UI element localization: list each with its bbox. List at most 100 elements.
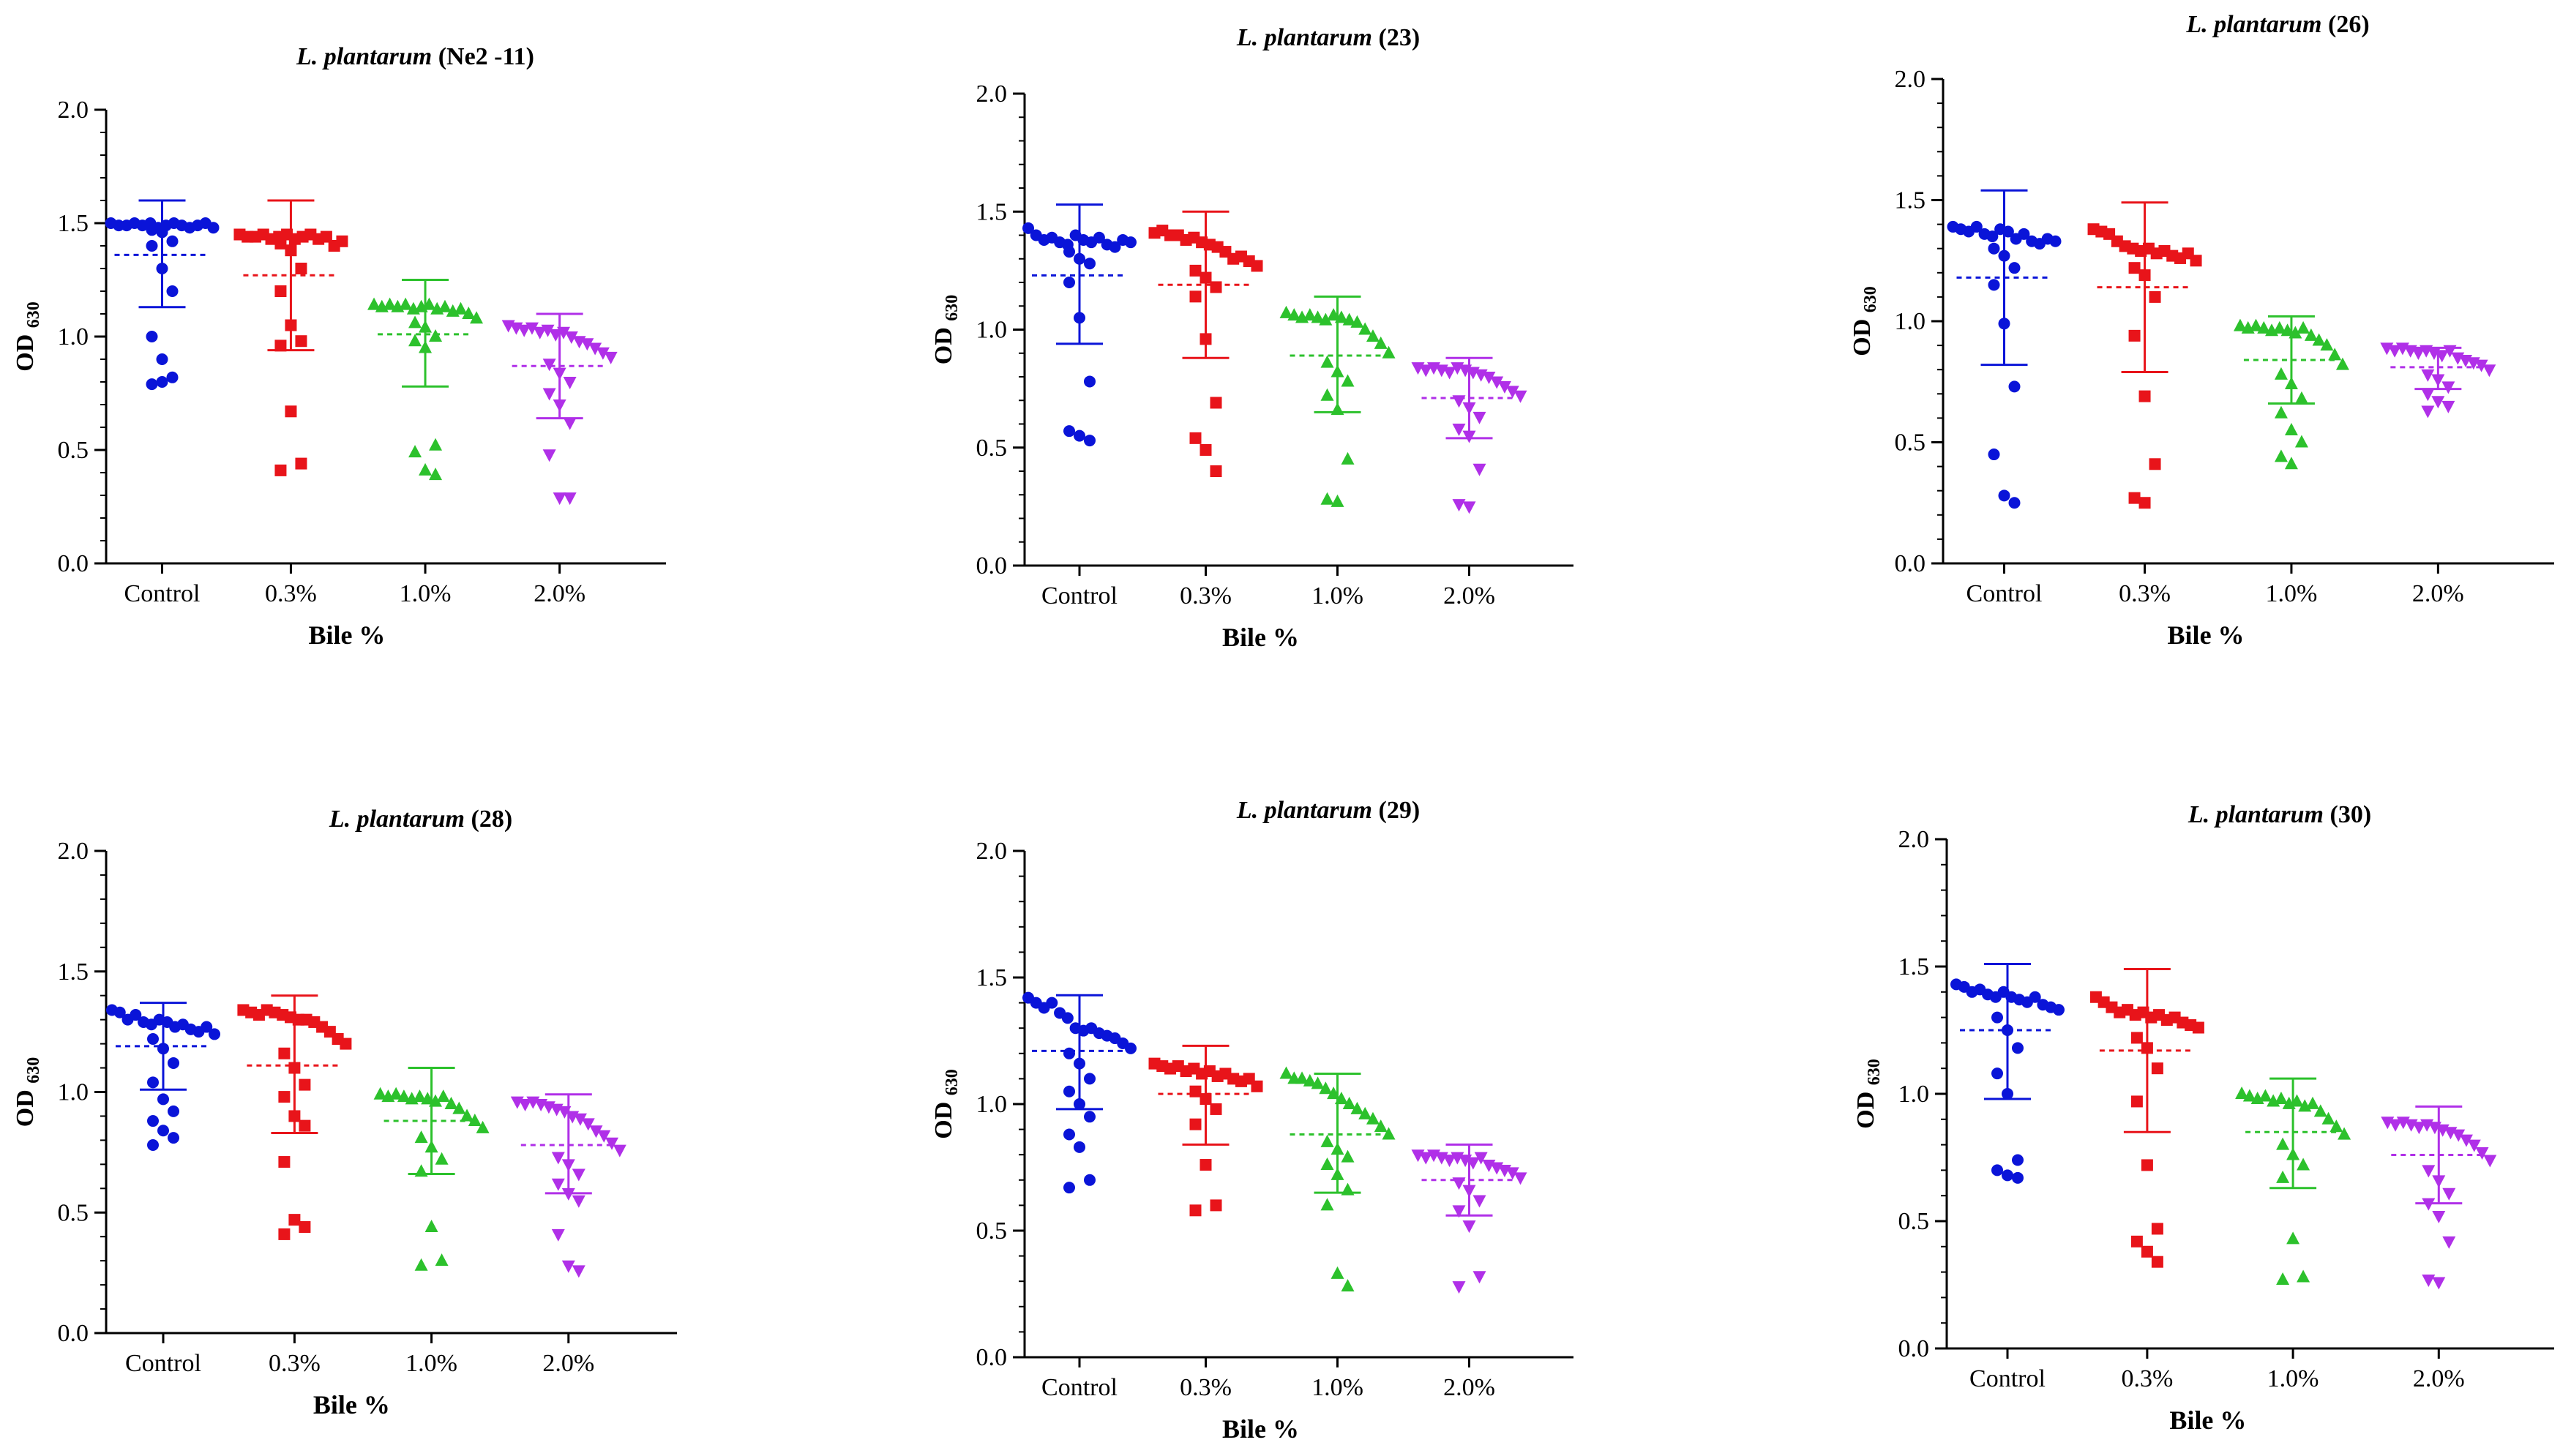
point-p1-s0-19: [1084, 375, 1096, 388]
point-p3-s0-13: [209, 1028, 220, 1040]
point-p5-s2-17: [2276, 1170, 2290, 1183]
point-p0-s2-19: [429, 438, 443, 451]
point-p2-s2-15: [2284, 377, 2298, 390]
point-p3-s3-11: [597, 1130, 611, 1143]
point-p1-s2-12: [1374, 336, 1388, 349]
chart-title: L. plantarum (Ne2 -11): [296, 43, 534, 70]
y-tick-label: 1.0: [976, 317, 1008, 344]
point-p3-s1-20: [278, 1156, 291, 1168]
point-p2-s1-16: [2149, 290, 2161, 303]
chart-title-suffix: (28): [465, 806, 512, 833]
point-p3-s1-15: [288, 1062, 301, 1074]
point-p5-s2-10: [2313, 1104, 2327, 1117]
point-p0-s2-12: [462, 307, 476, 319]
point-p3-s2-16: [435, 1152, 449, 1165]
point-p2-s1-19: [2149, 458, 2161, 470]
point-p3-s3-20: [551, 1228, 565, 1242]
series-1.0%: [373, 1067, 490, 1271]
series-Control: [1950, 963, 2065, 1184]
point-p0-s3-20: [542, 449, 556, 462]
point-p2-s3-7: [2435, 350, 2449, 363]
point-p2-s3-15: [2431, 374, 2445, 387]
chart-title-italic: L. plantarum: [2188, 801, 2324, 828]
series-1.0%: [2233, 315, 2349, 470]
point-p3-s3-9: [581, 1118, 595, 1131]
point-p4-s3-12: [1505, 1167, 1519, 1180]
point-p4-s3-7: [1466, 1157, 1480, 1170]
point-p5-s3-1: [2389, 1119, 2403, 1132]
point-p4-s0-19: [1084, 1111, 1096, 1123]
point-p3-s1-22: [299, 1221, 311, 1234]
point-p2-s1-15: [2138, 269, 2151, 282]
series-2.0%: [1411, 356, 1527, 514]
point-p3-s0-1: [113, 1006, 126, 1018]
point-p5-s2-0: [2235, 1087, 2249, 1099]
y-tick-label: 0.5: [58, 437, 89, 464]
point-p4-s2-19: [1341, 1182, 1355, 1196]
point-p2-s3-16: [2441, 381, 2455, 394]
point-p2-s2-0: [2233, 318, 2247, 331]
point-p5-s1-17: [2130, 1095, 2143, 1108]
point-p1-s0-0: [1022, 222, 1034, 234]
y-tick-label: 1.0: [976, 1091, 1008, 1118]
point-p2-s1-20: [2128, 492, 2141, 504]
panel-6: L. plantarum (30) 0.0 0.5 1.0 1.5 2.0 OD 630 Co…: [1852, 801, 2554, 1435]
point-p2-s2-18: [2284, 422, 2298, 435]
point-p0-s0-15: [156, 226, 168, 239]
y-axis-title-main: OD: [12, 328, 39, 372]
point-p1-s3-1: [1419, 364, 1433, 378]
point-p3-s1-18: [288, 1110, 301, 1122]
point-p2-s2-21: [2284, 457, 2298, 470]
series-0.3%: [237, 994, 352, 1240]
point-p3-s3-19: [572, 1195, 585, 1208]
point-p2-s2-19: [2294, 435, 2308, 448]
point-p2-s3-4: [2411, 348, 2425, 361]
point-p3-s3-15: [561, 1159, 575, 1172]
point-p0-s1-22: [295, 457, 307, 470]
point-p4-s2-18: [1331, 1167, 1344, 1180]
y-axis-title: OD 630: [930, 295, 962, 365]
point-p3-s2-2: [389, 1087, 403, 1100]
point-p3-s2-8: [436, 1089, 450, 1103]
point-p3-s0-20: [147, 1115, 159, 1127]
y-axis-title-main: OD: [930, 321, 957, 365]
point-p3-s3-13: [613, 1144, 626, 1157]
point-p4-s2-12: [1374, 1119, 1388, 1133]
point-p0-s0-21: [156, 353, 168, 365]
chart-title: L. plantarum (29): [1236, 797, 1420, 824]
y-axis-title: OD 630: [1852, 1059, 1884, 1129]
x-tick-label: 0.3%: [1180, 1374, 1232, 1401]
point-p1-s0-11: [1109, 241, 1121, 253]
point-p4-s0-13: [1125, 1042, 1137, 1054]
series-2.0%: [2380, 342, 2496, 419]
point-p3-s2-17: [414, 1164, 428, 1177]
point-p2-s1-14: [2128, 262, 2141, 274]
point-p4-s1-13: [1251, 1080, 1263, 1092]
x-tick-label: 1.0%: [405, 1350, 457, 1377]
y-axis-title-subscript: 630: [1861, 286, 1880, 312]
point-p5-s0-16: [2012, 1042, 2024, 1054]
point-p3-s0-16: [168, 1057, 179, 1069]
point-p2-s1-18: [2138, 390, 2151, 402]
point-p3-s0-23: [147, 1138, 159, 1151]
point-p5-s1-20: [2130, 1235, 2143, 1247]
y-axis-title: OD 630: [930, 1069, 962, 1139]
point-p0-s3-5: [541, 324, 555, 337]
point-p1-s3-4: [1442, 367, 1456, 380]
y-tick-label: 0.5: [976, 435, 1008, 462]
point-p0-s3-2: [517, 324, 531, 337]
point-p2-s0-16: [2008, 262, 2021, 274]
point-p1-s1-15: [1200, 271, 1212, 284]
point-p5-s3-19: [2442, 1236, 2456, 1249]
point-p5-s3-15: [2432, 1175, 2446, 1188]
point-p4-s3-13: [1513, 1172, 1527, 1185]
point-p3-s2-11: [460, 1108, 474, 1122]
point-p5-s1-18: [2141, 1159, 2153, 1171]
point-p3-s2-20: [414, 1258, 428, 1271]
point-p5-s2-14: [2276, 1137, 2290, 1150]
panel-3: L. plantarum (26) 0.0 0.5 1.0 1.5 2.0 OD 630 Co…: [1849, 11, 2554, 650]
point-p5-s2-5: [2274, 1091, 2288, 1104]
point-p4-s0-3: [1046, 997, 1058, 1009]
point-p4-s1-15: [1200, 1093, 1212, 1106]
point-p1-s2-20: [1320, 492, 1334, 505]
